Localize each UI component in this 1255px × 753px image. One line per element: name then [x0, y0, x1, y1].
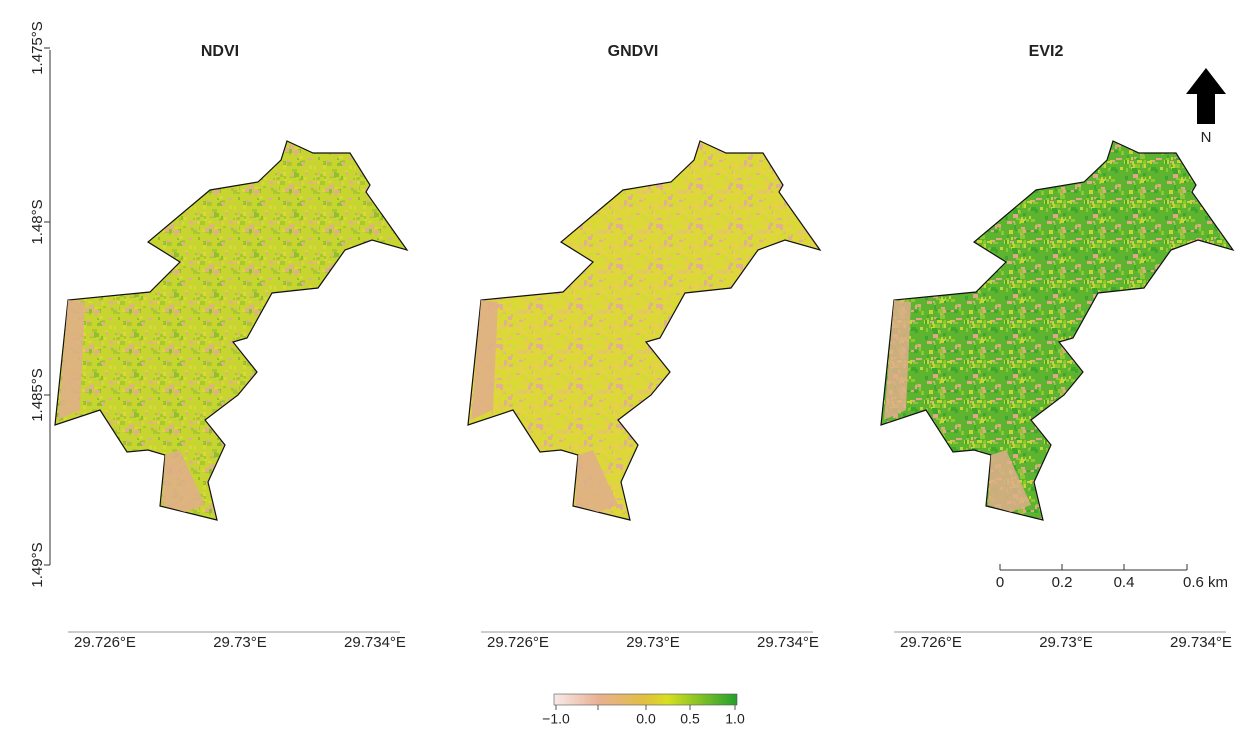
- north-label: N: [1201, 129, 1212, 146]
- legend-label: 0.5: [680, 711, 700, 727]
- panel-title: NDVI: [201, 43, 239, 60]
- x-tick-label: 29.73°E: [213, 634, 267, 651]
- bare-soil: [471, 300, 618, 512]
- bare-soil: [884, 300, 1031, 512]
- x-tick-label: 29.734°E: [1170, 634, 1232, 651]
- x-tick-label: 29.726°E: [487, 634, 549, 651]
- scale-label: 0.2: [1052, 574, 1073, 591]
- x-tick-label: 29.726°E: [74, 634, 136, 651]
- north-arrow: [1186, 68, 1226, 124]
- x-tick-label: 29.726°E: [900, 634, 962, 651]
- y-tick-label: 1.485°S: [29, 368, 46, 422]
- map-panel: EVI2 29.726°E 29.73°E 29.734°E: [880, 43, 1235, 651]
- x-tick-label: 29.73°E: [1039, 634, 1093, 651]
- color-legend: [553, 693, 738, 706]
- x-tick-label: 29.734°E: [757, 634, 819, 651]
- legend-label: 1.0: [725, 711, 745, 727]
- scale-label: 0: [996, 574, 1004, 591]
- region-area: [467, 140, 822, 521]
- panel-title: GNDVI: [608, 43, 659, 60]
- region-area: [880, 140, 1235, 521]
- panel-title: EVI2: [1029, 43, 1064, 60]
- scale-label: 0.6 km: [1183, 574, 1228, 591]
- y-tick-label: 1.49°S: [29, 542, 46, 587]
- x-tick-label: 29.73°E: [626, 634, 680, 651]
- legend-label: 0.0: [636, 711, 656, 727]
- bare-soil: [58, 300, 205, 512]
- scale-label: 0.4: [1114, 574, 1135, 591]
- region-area: [54, 140, 409, 521]
- y-tick-label: 1.475°S: [29, 21, 46, 75]
- y-tick-label: 1.48°S: [29, 199, 46, 244]
- map-panel: NDVI 29.726°E 29.73°E 29.734°E: [54, 43, 409, 651]
- legend-label: −1.0: [542, 711, 570, 727]
- x-tick-label: 29.734°E: [344, 634, 406, 651]
- map-panel: GNDVI 29.726°E 29.73°E 29.734°E: [467, 43, 822, 651]
